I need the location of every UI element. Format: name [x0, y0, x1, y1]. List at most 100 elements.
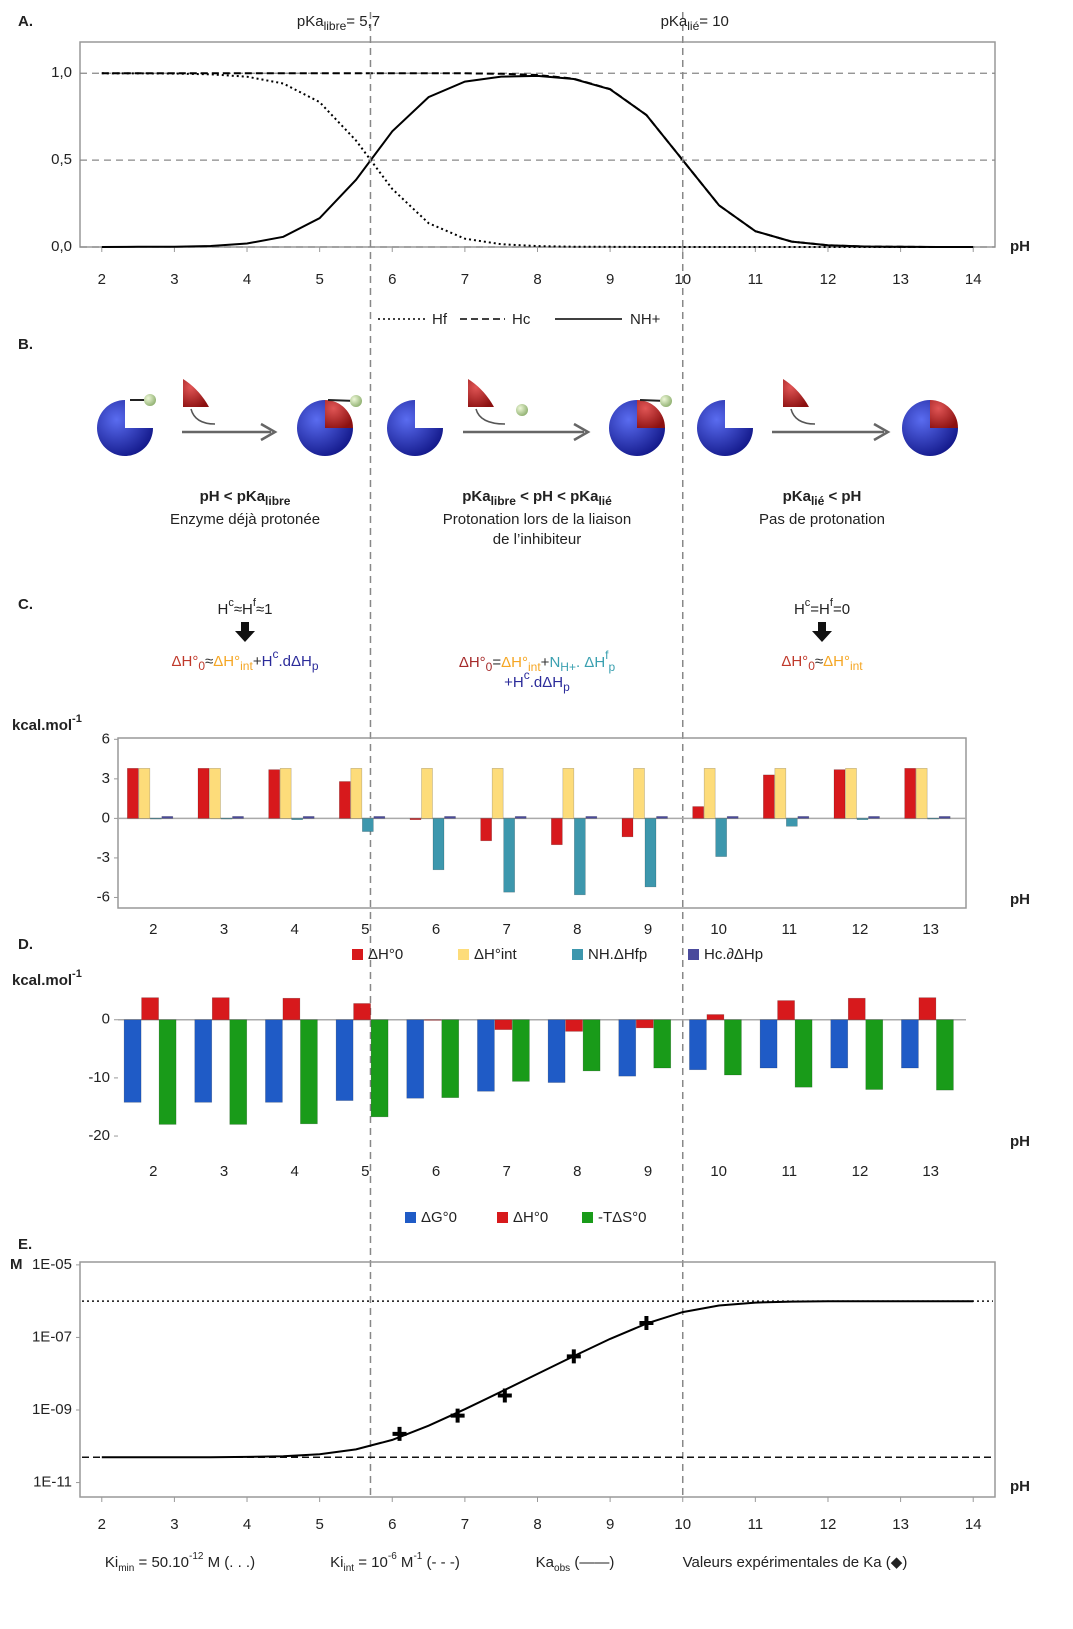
- bar: [282, 997, 301, 1021]
- inhibitor-bound: [930, 400, 958, 428]
- x-tick-label: 7: [502, 921, 510, 938]
- formula-part: ≈: [815, 653, 823, 670]
- bar: [409, 818, 422, 821]
- relation-part: f: [253, 597, 257, 609]
- bar: [279, 768, 292, 819]
- bar: [656, 816, 668, 819]
- y-axis-label: kcal.mol-1: [12, 968, 82, 989]
- bar: [158, 1019, 177, 1125]
- proton: [660, 395, 672, 407]
- bar: [268, 769, 280, 819]
- inhibitor-link: [190, 408, 216, 425]
- formula-part: ΔH°: [213, 653, 240, 670]
- x-tick-label: 5: [361, 1163, 369, 1180]
- x-tick-label: 13: [892, 271, 909, 288]
- legend-label: ΔG°0: [421, 1209, 457, 1226]
- curve: [101, 1300, 974, 1459]
- y-tick-label: 1,0: [51, 64, 72, 81]
- enzyme: [97, 400, 153, 456]
- formula-part: ≈: [205, 653, 213, 670]
- x-axis-label: pH: [1010, 238, 1030, 255]
- legend-label: Hc.∂ΔHp: [704, 946, 763, 963]
- bar: [232, 816, 244, 819]
- x-tick-label: 11: [782, 921, 798, 938]
- y-tick-label: 1E-09: [32, 1401, 72, 1418]
- enzyme: [387, 400, 443, 456]
- inhibitor: [183, 379, 209, 407]
- bar: [477, 1019, 495, 1092]
- footnote-part: Ki: [330, 1554, 343, 1571]
- data-point: [497, 1388, 512, 1403]
- formula-part: N: [549, 654, 560, 671]
- proton: [516, 404, 528, 416]
- bar: [574, 818, 586, 896]
- footnote-part: obs: [554, 1563, 570, 1574]
- x-tick-label: 4: [290, 1163, 298, 1180]
- bar: [432, 818, 445, 871]
- formula-part: . ΔH: [576, 654, 605, 671]
- bar: [406, 1019, 425, 1099]
- legend-label: ΔH°int: [474, 946, 518, 963]
- x-tick-label: 12: [820, 1516, 837, 1533]
- bar: [868, 816, 880, 819]
- formula-part: ΔH°: [781, 653, 808, 670]
- x-tick-label: 14: [965, 1516, 982, 1533]
- x-tick-label: 2: [98, 271, 106, 288]
- condition-part: libre: [265, 494, 291, 508]
- x-tick-label: 3: [220, 1163, 228, 1180]
- pka-label-part: lié: [687, 19, 699, 33]
- formula-part: +: [541, 654, 550, 671]
- legend-label: NH+: [630, 311, 661, 328]
- footnote: Kimin = 50.10-12 M (. . .): [105, 1551, 255, 1574]
- bar: [335, 1019, 354, 1101]
- pka-label-part: pKa: [297, 13, 324, 30]
- formula: +Hc.dΔHp: [504, 668, 570, 694]
- bar: [856, 818, 869, 821]
- bar: [724, 1019, 742, 1076]
- y-axis-label-part: -1: [72, 713, 82, 725]
- relation-part: c: [228, 597, 234, 609]
- x-tick-label: 12: [852, 921, 869, 938]
- relation-part: ≈1: [256, 601, 273, 618]
- y-tick-label: 6: [102, 730, 110, 747]
- formula-part: .dΔH: [530, 674, 563, 691]
- bar: [547, 1019, 566, 1083]
- formula-part: p: [609, 660, 616, 674]
- bar: [692, 806, 704, 819]
- x-tick-label: 12: [852, 1163, 869, 1180]
- condition: pH < pKalibre: [200, 488, 291, 508]
- x-tick-label: 2: [149, 921, 157, 938]
- arrow-head: [260, 422, 278, 442]
- x-tick-label: 8: [533, 271, 541, 288]
- inhibitor: [783, 379, 809, 407]
- bar: [904, 768, 916, 819]
- description: Pas de protonation: [759, 511, 885, 528]
- y-tick-label: 0,0: [51, 238, 72, 255]
- panel-label: E.: [18, 1236, 32, 1253]
- bar: [229, 1019, 248, 1125]
- footnote-part: -6: [388, 1551, 397, 1562]
- relation: Hc=Hf=0: [794, 597, 850, 618]
- bar: [833, 769, 846, 819]
- bar: [141, 997, 159, 1021]
- footnote-part: M: [397, 1554, 414, 1571]
- bar: [220, 818, 233, 820]
- pka-label-part: = 10: [699, 13, 729, 30]
- formula-part: ΔH°: [172, 653, 199, 670]
- inhibitor: [468, 379, 494, 407]
- condition: pKalibre < pH < pKalié: [462, 488, 612, 508]
- footnote-part: = 10: [354, 1554, 388, 1571]
- x-tick-label: 7: [461, 271, 469, 288]
- bar: [794, 1019, 813, 1088]
- bar: [565, 1019, 583, 1032]
- x-tick-label: 5: [361, 921, 369, 938]
- x-tick-label: 5: [315, 1516, 323, 1533]
- bar: [915, 768, 928, 819]
- pka-label: pKalibre= 5,7: [297, 13, 380, 33]
- x-axis-label: pH: [1010, 1133, 1030, 1150]
- bar: [551, 818, 563, 846]
- bar: [480, 818, 492, 842]
- formula-part: 0: [808, 659, 815, 673]
- formula-part: p: [563, 680, 570, 694]
- footnote-part: int: [344, 1563, 355, 1574]
